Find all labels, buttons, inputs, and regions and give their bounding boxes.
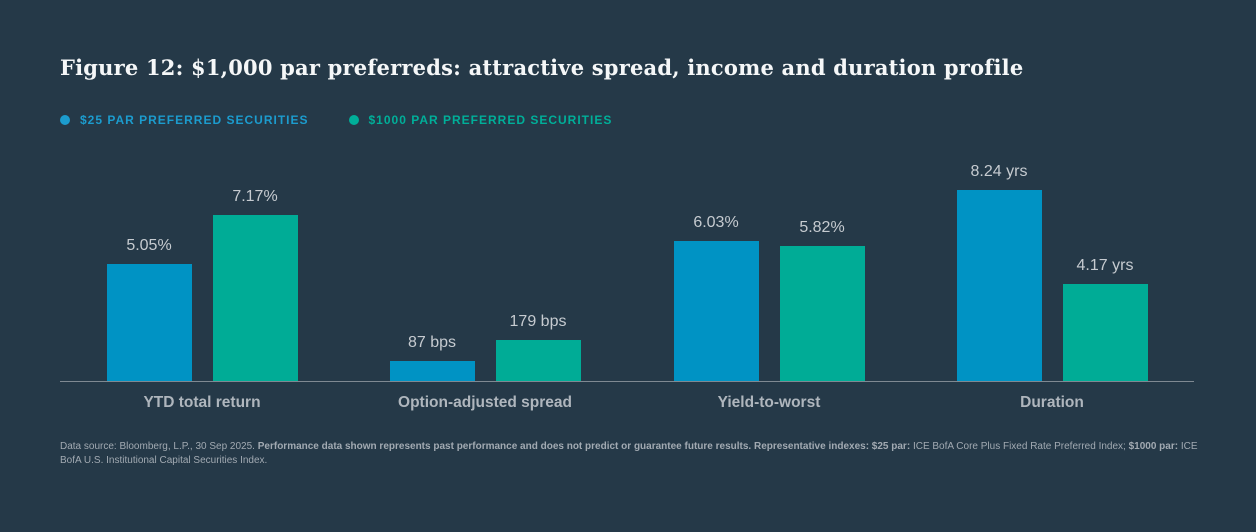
bar-value-label: 8.24 yrs: [970, 163, 1028, 180]
note-text-bold: Performance data shown represents past p…: [257, 441, 913, 452]
bar: [956, 190, 1042, 381]
legend-item-25-par: $25 PAR PREFERRED SECURITIES: [60, 113, 309, 127]
category-label: Duration: [1020, 394, 1084, 411]
legend-label: $25 PAR PREFERRED SECURITIES: [80, 113, 309, 127]
bar: [389, 361, 475, 381]
bar-value-label: 87 bps: [407, 334, 457, 351]
bar-value-label: 7.17%: [232, 188, 278, 205]
bar: [673, 241, 759, 381]
legend-item-1000-par: $1000 PAR PREFERRED SECURITIES: [348, 113, 613, 127]
bar: [212, 215, 298, 381]
legend-dot-icon: [60, 115, 70, 125]
bar: [779, 246, 865, 381]
bar-value-label: 5.05%: [126, 237, 172, 254]
category-label: YTD total return: [143, 394, 261, 411]
note-text: Data source: Bloomberg, L.P., 30 Sep 202…: [60, 441, 258, 452]
chart-legend: $25 PAR PREFERRED SECURITIES $1000 PAR P…: [60, 113, 612, 127]
category-label: Yield-to-worst: [717, 394, 821, 411]
note-text-bold: $1000 par:: [1128, 441, 1181, 452]
bar-value-label: 6.03%: [693, 214, 739, 231]
bar: [1062, 284, 1148, 381]
note-text: ICE BofA Core Plus Fixed Rate Preferred …: [912, 441, 1129, 452]
bar: [106, 264, 192, 381]
bar-value-label: 5.82%: [799, 219, 845, 236]
legend-label: $1000 PAR PREFERRED SECURITIES: [368, 113, 613, 127]
note-text: ICE BofA U.S. Institutional Capital Secu…: [60, 441, 1198, 466]
bar: [495, 340, 581, 381]
source-note: Data source: Bloomberg, L.P., 30 Sep 202…: [60, 440, 1200, 467]
bar-value-label: 179 bps: [509, 313, 567, 330]
bar-value-label: 4.17 yrs: [1076, 257, 1134, 274]
legend-dot-icon: [348, 115, 359, 125]
x-axis-line: [60, 381, 1194, 382]
figure-title: Figure 12: $1,000 par preferreds: attrac…: [60, 55, 1024, 80]
category-label: Option-adjusted spread: [398, 394, 572, 411]
